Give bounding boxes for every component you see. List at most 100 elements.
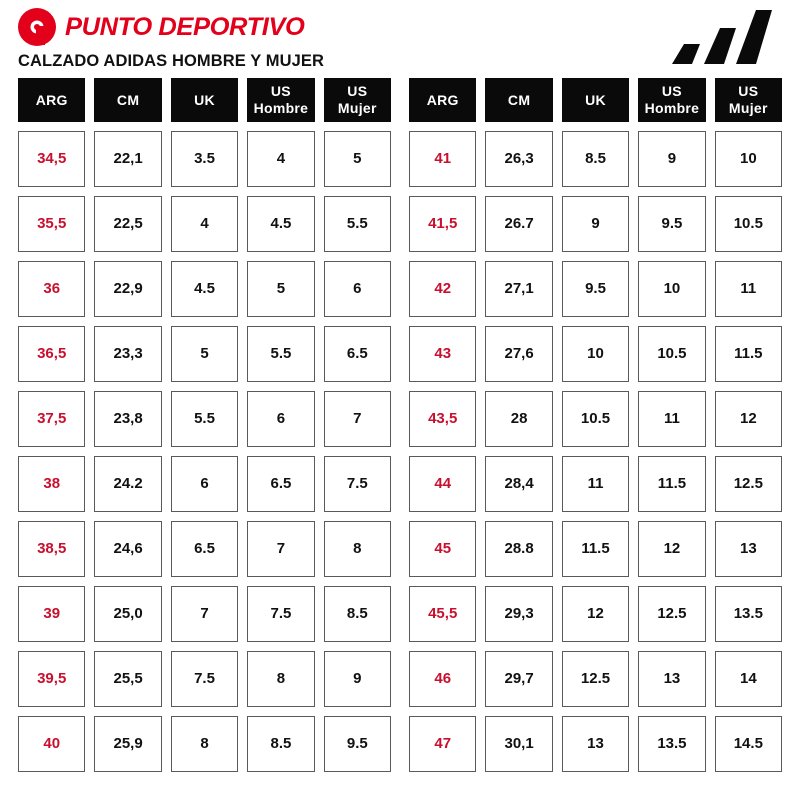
cell-arg: 41 — [409, 131, 477, 187]
page-header: PUNTO DEPORTIVO CALZADO ADIDAS HOMBRE Y … — [0, 0, 800, 72]
cell-us-mujer: 14.5 — [714, 716, 783, 772]
cell-us-hombre: 12 — [638, 521, 706, 577]
cell-cm: 29,7 — [485, 651, 553, 707]
table-header-row: ARG CM UK US Hombre US Mujer — [409, 78, 783, 122]
right-size-table: ARG CM UK US Hombre US Mujer 41 — [409, 78, 783, 772]
cell-uk: 6 — [170, 456, 239, 512]
cell-us-mujer: 12 — [714, 391, 783, 447]
cell-arg: 43 — [409, 326, 477, 382]
cell-cm: 23,3 — [94, 326, 162, 382]
page-title: CALZADO ADIDAS HOMBRE Y MUJER — [18, 52, 325, 70]
column-header-uk: UK — [561, 78, 630, 122]
cell-cm: 24,6 — [94, 521, 162, 577]
cell-us-hombre: 12.5 — [638, 586, 706, 642]
cell-arg: 45,5 — [409, 586, 477, 642]
cell-arg: 43,5 — [409, 391, 477, 447]
column-header-us-mujer: US Mujer — [714, 78, 783, 122]
cell-uk: 4.5 — [170, 261, 239, 317]
cell-arg: 34,5 — [18, 131, 86, 187]
cell-us-mujer: 10 — [714, 131, 783, 187]
cell-uk: 9 — [561, 196, 630, 252]
cell-us-mujer: 5 — [323, 131, 392, 187]
cell-us-mujer: 11.5 — [714, 326, 783, 382]
table-row: 39 25,0 7 7.5 8.5 — [18, 586, 392, 642]
cell-us-hombre: 9 — [638, 131, 706, 187]
cell-cm: 28.8 — [485, 521, 553, 577]
cell-arg: 39,5 — [18, 651, 86, 707]
table-row: 45 28.8 11.5 12 13 — [409, 521, 783, 577]
cell-us-hombre: 11.5 — [638, 456, 706, 512]
table-row: 36,5 23,3 5 5.5 6.5 — [18, 326, 392, 382]
table-row: 44 28,4 11 11.5 12.5 — [409, 456, 783, 512]
cell-arg: 41,5 — [409, 196, 477, 252]
cell-cm: 26,3 — [485, 131, 553, 187]
cell-uk: 11 — [561, 456, 630, 512]
table-row: 37,5 23,8 5.5 6 7 — [18, 391, 392, 447]
cell-arg: 40 — [18, 716, 86, 772]
cell-cm: 24.2 — [94, 456, 162, 512]
cell-us-mujer: 10.5 — [714, 196, 783, 252]
cell-cm: 23,8 — [94, 391, 162, 447]
column-header-cm: CM — [94, 78, 162, 122]
table-row: 43,5 28 10.5 11 12 — [409, 391, 783, 447]
cell-uk: 12.5 — [561, 651, 630, 707]
table-row: 42 27,1 9.5 10 11 — [409, 261, 783, 317]
cell-us-mujer: 8 — [323, 521, 392, 577]
cell-uk: 4 — [170, 196, 239, 252]
cell-uk: 13 — [561, 716, 630, 772]
table-row: 36 22,9 4.5 5 6 — [18, 261, 392, 317]
cell-uk: 8.5 — [561, 131, 630, 187]
table-row: 34,5 22,1 3.5 4 5 — [18, 131, 392, 187]
table-row: 45,5 29,3 12 12.5 13.5 — [409, 586, 783, 642]
cell-uk: 12 — [561, 586, 630, 642]
punto-deportivo-circle-p-logo-icon — [18, 8, 56, 46]
cell-us-hombre: 8.5 — [247, 716, 315, 772]
cell-uk: 11.5 — [561, 521, 630, 577]
cell-arg: 38 — [18, 456, 86, 512]
left-size-table: ARG CM UK US Hombre US Mujer 34,5 — [18, 78, 392, 772]
table-row: 38,5 24,6 6.5 7 8 — [18, 521, 392, 577]
cell-us-hombre: 9.5 — [638, 196, 706, 252]
column-header-arg: ARG — [409, 78, 477, 122]
cell-uk: 8 — [170, 716, 239, 772]
cell-uk: 5 — [170, 326, 239, 382]
cell-cm: 28,4 — [485, 456, 553, 512]
cell-us-mujer: 14 — [714, 651, 783, 707]
cell-uk: 5.5 — [170, 391, 239, 447]
cell-us-mujer: 5.5 — [323, 196, 392, 252]
cell-us-hombre: 6 — [247, 391, 315, 447]
cell-us-hombre: 10 — [638, 261, 706, 317]
cell-arg: 47 — [409, 716, 477, 772]
cell-us-hombre: 7.5 — [247, 586, 315, 642]
table-row: 35,5 22,5 4 4.5 5.5 — [18, 196, 392, 252]
cell-us-hombre: 11 — [638, 391, 706, 447]
column-header-cm: CM — [485, 78, 553, 122]
cell-arg: 36,5 — [18, 326, 86, 382]
cell-cm: 26.7 — [485, 196, 553, 252]
cell-us-mujer: 7 — [323, 391, 392, 447]
brand-lockup: PUNTO DEPORTIVO — [18, 8, 305, 46]
cell-arg: 46 — [409, 651, 477, 707]
cell-us-hombre: 4.5 — [247, 196, 315, 252]
cell-us-mujer: 11 — [714, 261, 783, 317]
cell-uk: 9.5 — [561, 261, 630, 317]
cell-us-mujer: 13 — [714, 521, 783, 577]
cell-arg: 45 — [409, 521, 477, 577]
cell-uk: 7.5 — [170, 651, 239, 707]
table-row: 41 26,3 8.5 9 10 — [409, 131, 783, 187]
cell-us-mujer: 8.5 — [323, 586, 392, 642]
column-header-us-mujer: US Mujer — [323, 78, 392, 122]
cell-arg: 37,5 — [18, 391, 86, 447]
cell-cm: 25,5 — [94, 651, 162, 707]
table-row: 41,5 26.7 9 9.5 10.5 — [409, 196, 783, 252]
cell-us-mujer: 6.5 — [323, 326, 392, 382]
cell-us-hombre: 8 — [247, 651, 315, 707]
cell-uk: 10 — [561, 326, 630, 382]
cell-arg: 42 — [409, 261, 477, 317]
cell-us-hombre: 7 — [247, 521, 315, 577]
cell-us-mujer: 7.5 — [323, 456, 392, 512]
column-header-arg: ARG — [18, 78, 86, 122]
brand-name: PUNTO DEPORTIVO — [65, 12, 305, 41]
adidas-three-stripes-logo-icon — [662, 8, 782, 64]
